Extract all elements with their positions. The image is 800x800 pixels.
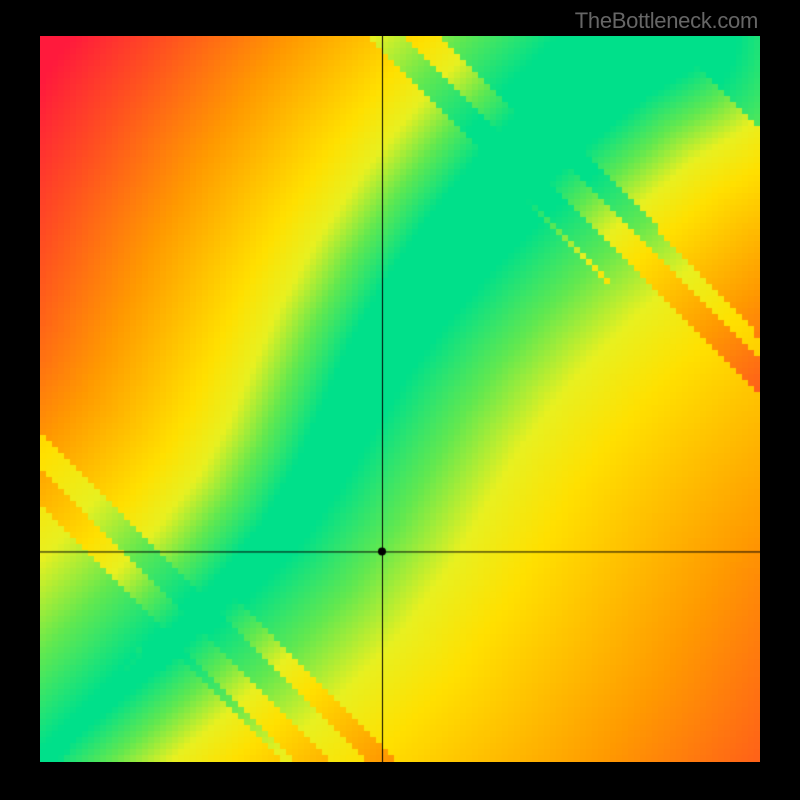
heatmap-canvas [40,36,760,762]
watermark-text: TheBottleneck.com [575,8,758,34]
chart-container: TheBottleneck.com [0,0,800,800]
